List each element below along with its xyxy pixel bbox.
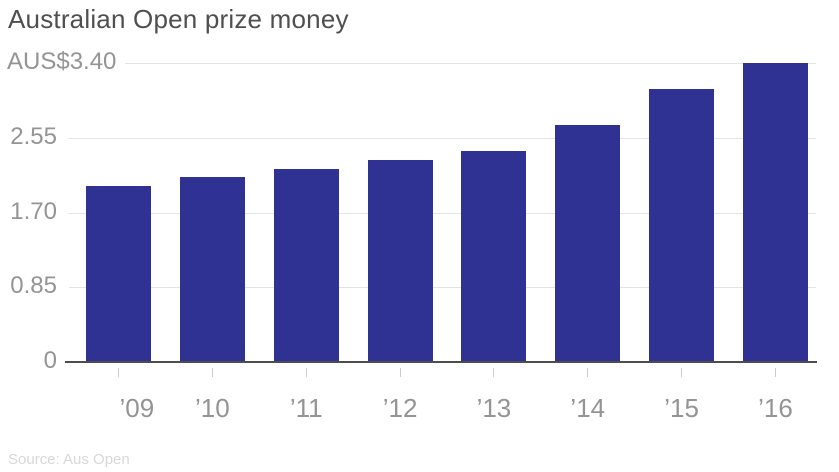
x-axis-tick bbox=[774, 368, 776, 377]
y-axis-label: 1.70 bbox=[10, 198, 57, 225]
y-axis-label: AUS$3.40 bbox=[7, 48, 117, 75]
x-axis-tick bbox=[305, 368, 307, 377]
x-axis-label: ’12 bbox=[382, 393, 418, 423]
x-axis-tick bbox=[681, 368, 683, 377]
x-axis-tick bbox=[399, 368, 401, 377]
bar-’12 bbox=[367, 159, 433, 362]
x-axis-label: ’15 bbox=[664, 393, 699, 423]
bar-’09 bbox=[86, 186, 151, 362]
bar-’14 bbox=[555, 124, 621, 362]
x-axis-label: ’13 bbox=[476, 393, 512, 423]
bar-’13 bbox=[461, 150, 527, 362]
y-axis-label: 0 bbox=[43, 347, 57, 374]
x-axis-tick bbox=[587, 368, 589, 377]
x-axis-label: ’16 bbox=[758, 393, 793, 423]
bar-’15 bbox=[649, 89, 715, 362]
gridline-2.55 bbox=[69, 138, 816, 139]
bar-’10 bbox=[179, 177, 245, 362]
x-axis-tick bbox=[211, 368, 213, 377]
gridline-AUS$3.40 bbox=[125, 63, 816, 64]
chart-title: Australian Open prize money bbox=[8, 4, 349, 34]
y-axis-label: 0.85 bbox=[10, 272, 57, 299]
gridline-0.85 bbox=[69, 287, 816, 288]
gridline-1.70 bbox=[69, 213, 816, 214]
bar-’11 bbox=[273, 168, 339, 362]
x-axis-tick bbox=[118, 368, 119, 377]
x-axis-label: ’11 bbox=[289, 393, 323, 423]
y-axis-label: 2.55 bbox=[10, 123, 57, 150]
x-axis-line bbox=[65, 361, 817, 363]
bar-’16 bbox=[742, 63, 808, 362]
x-axis-label: ’09 bbox=[119, 393, 155, 423]
source-note: Source: Aus Open bbox=[8, 451, 130, 468]
x-axis-label: ’14 bbox=[570, 393, 606, 423]
x-axis-label: ’10 bbox=[194, 393, 230, 423]
x-axis-tick bbox=[493, 368, 495, 377]
